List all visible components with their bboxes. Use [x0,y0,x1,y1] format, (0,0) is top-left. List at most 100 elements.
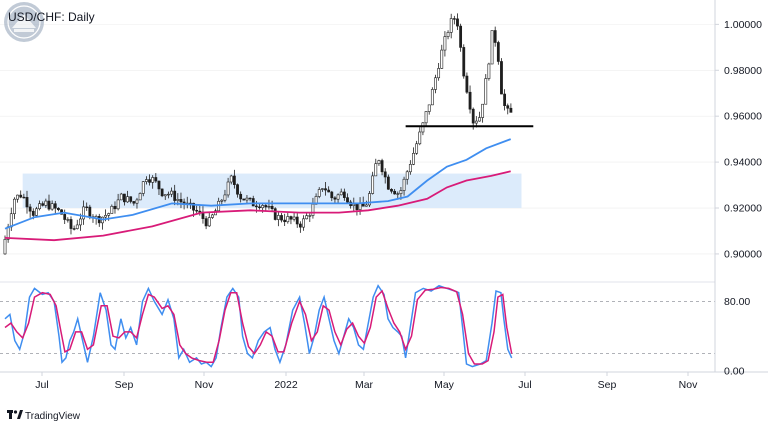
candle-body [163,194,167,197]
candle-body [258,206,261,209]
candle-body [132,201,136,204]
candle-body [298,223,302,228]
candle-body [280,215,283,221]
candle-body [85,206,89,208]
candle-body [79,218,82,226]
candle-body [462,47,466,77]
candle-body [368,193,371,206]
price-tick-label: 0.94000 [724,157,762,169]
candle-body [157,180,161,190]
candle-body [251,198,255,207]
candle-body [456,18,459,27]
price-axis[interactable]: 1.00000 0.98000 0.96000 0.94000 0.92000 0.900… [715,19,762,261]
candle-body [173,190,177,201]
time-axis[interactable]: Jul Sep Nov 2022 Mar May Jul Sep Nov [35,372,698,391]
candle-body [248,197,252,200]
candle-body [364,204,368,207]
candle-body [82,206,85,220]
candle-body [53,203,57,209]
candle-body [35,208,38,216]
stochastic-axis[interactable]: 80.00 0.00 [724,296,750,378]
candle-body [47,200,51,210]
candle-body [330,191,334,199]
candle-body [308,215,312,217]
candle-body [223,194,227,201]
candle-body [481,103,485,118]
candlestick-series [3,13,513,255]
stochastic-k-line [4,284,513,368]
candle-body [459,25,463,48]
candle-body [116,199,120,210]
candle-body [289,216,293,220]
candle-body [311,203,315,216]
time-tick-label: Mar [355,379,374,391]
candle-body [374,163,378,177]
candle-body [273,208,277,220]
candle-body [324,188,327,191]
candle-body [63,213,67,220]
candle-body [333,197,337,200]
candle-body [126,196,129,203]
candle-body [135,199,139,204]
candle-body [399,190,403,194]
candle-body [72,228,76,230]
candle-body [210,214,214,218]
candle-body [405,171,409,180]
candle-body [25,197,29,208]
candle-body [496,42,500,62]
candle-body [38,203,41,210]
time-tick-label: Nov [679,379,698,391]
candle-body [267,206,271,208]
candle-body [44,200,48,206]
candle-body [192,202,195,211]
candle-body [380,160,384,173]
candle-body [151,177,155,183]
candle-body [412,152,415,165]
stochastic-d-line [4,286,513,365]
candle-body [371,175,375,194]
candle-body [242,198,246,201]
time-tick-label: 2022 [274,379,298,391]
candle-body [204,218,208,227]
candle-body [276,215,280,220]
candle-body [245,197,249,201]
candle-body [336,194,340,200]
candle-body [113,205,117,210]
candle-body [57,207,60,211]
candle-body [195,209,199,212]
candle-body [377,160,381,164]
candle-body [226,181,230,196]
candle-body [503,93,507,106]
time-tick-label: Jul [518,379,531,391]
candle-body [220,199,224,202]
candle-body [13,198,16,215]
candle-body [16,194,19,200]
candle-body [239,193,243,200]
candle-body [31,210,35,216]
candle-body [484,78,488,105]
candle-body [393,190,397,195]
candle-body [452,18,456,20]
stochastic-panel [0,284,715,368]
candle-body [50,203,54,210]
candle-body [493,30,497,43]
candle-body [107,213,111,216]
candle-body [119,193,123,201]
candle-body [154,177,158,182]
price-tick-label: 0.96000 [724,111,762,123]
stochastic-tick-label: 80.00 [724,296,750,308]
candle-body [386,176,390,190]
price-tick-label: 1.00000 [724,19,762,31]
candle-body [179,199,183,203]
moving-average-slow-line [4,170,511,242]
candle-body [478,117,481,122]
candle-body [468,91,472,110]
candle-body [3,239,7,255]
candle-body [434,77,437,90]
candle-body [509,107,513,113]
candle-body [110,205,114,214]
candle-body [261,205,265,209]
price-tick-label: 0.98000 [724,65,762,77]
